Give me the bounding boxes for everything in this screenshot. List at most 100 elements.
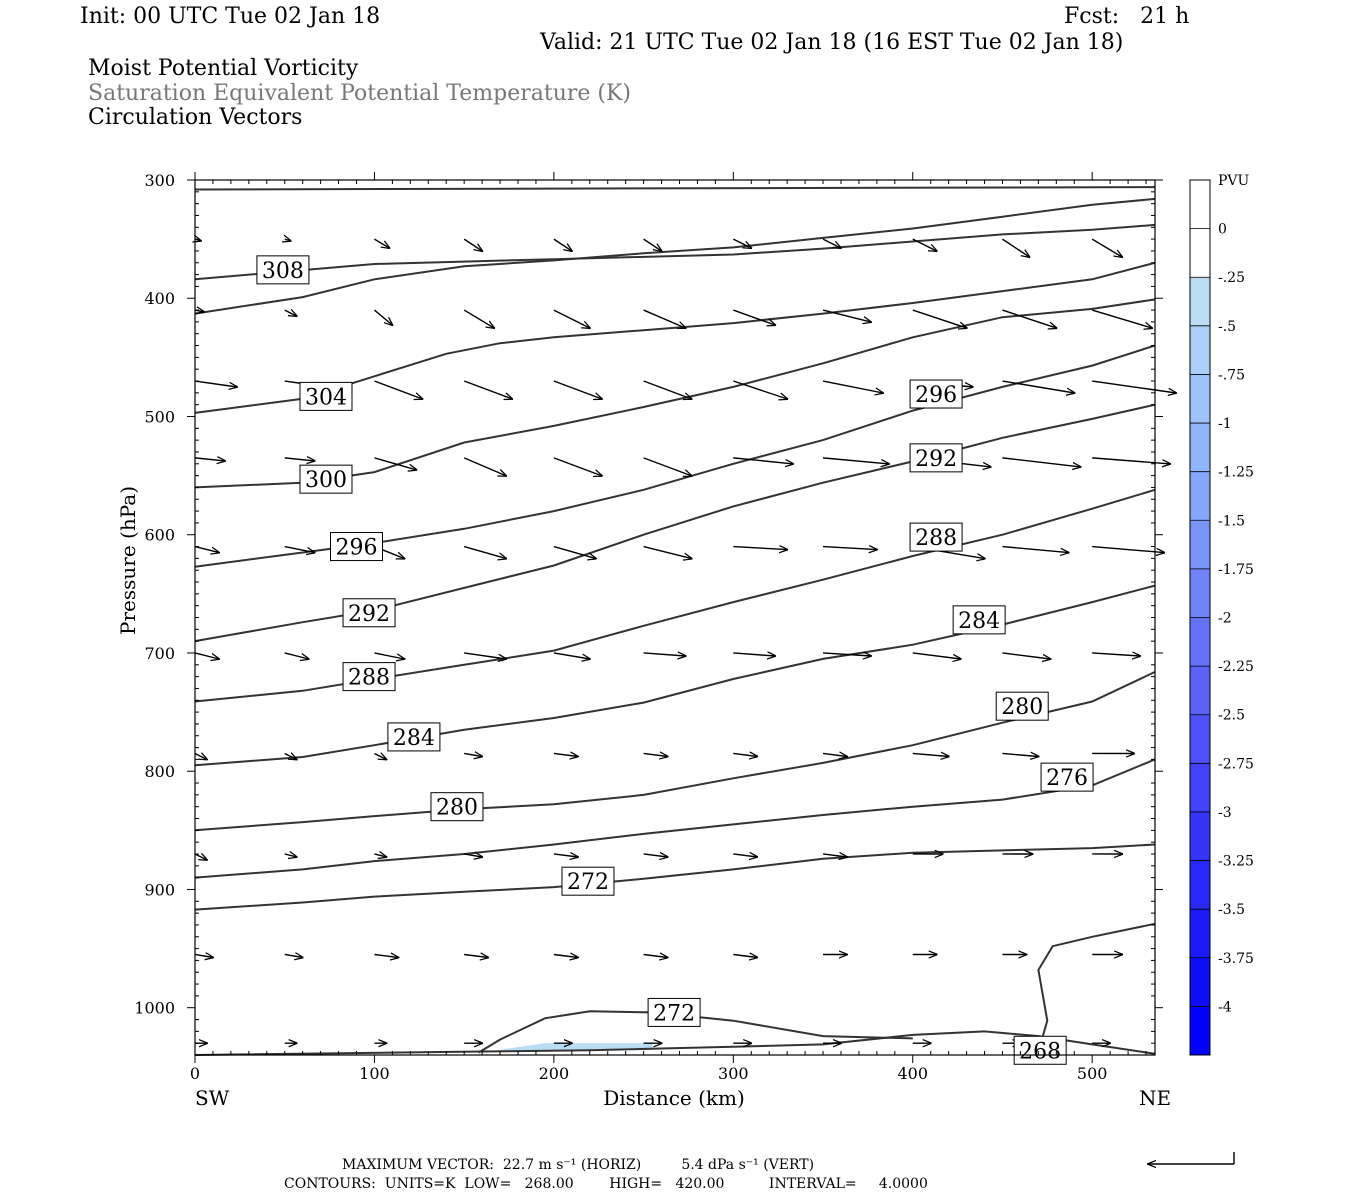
contour-label-extra-0-box [430, 792, 484, 822]
x-axis-label: Distance (km) [603, 1086, 745, 1110]
contour-label-10: 288 [915, 526, 957, 551]
colorbar-segment [1190, 325, 1210, 375]
circulation-vector [733, 457, 793, 464]
theta-es-contour-7 [194, 488, 1156, 703]
circulation-vector [733, 954, 757, 957]
y-tick-label: 500 [144, 407, 175, 426]
circulation-vector [643, 653, 686, 656]
x-tick-label: 300 [718, 1064, 749, 1083]
circulation-vector [912, 652, 961, 659]
colorbar-label: -2 [1218, 611, 1232, 627]
circulation-vector [1092, 653, 1140, 656]
circulation-vector [643, 238, 662, 251]
contour-label-extra-4: 272 [653, 1001, 695, 1026]
circulation-vector [643, 954, 668, 957]
circulation-vector [912, 238, 937, 251]
theta-es-contour-3 [194, 261, 1156, 414]
circulation-vector [284, 753, 297, 759]
x-end-label-ne: NE [1139, 1086, 1171, 1110]
theta-es-contour-10 [194, 758, 1156, 879]
circulation-vector [464, 753, 482, 756]
x-tick-label: 100 [359, 1064, 390, 1083]
x-end-label-sw: SW [195, 1086, 230, 1110]
contour-label-4-box [299, 464, 353, 494]
contour-label-9: 288 [348, 666, 390, 691]
circulation-vector [822, 653, 871, 656]
theta-es-contour-0 [194, 186, 1156, 191]
circulation-vector [643, 854, 668, 857]
field-title-mpv: Moist Potential Vorticity [88, 56, 359, 81]
contour-label-9-box [342, 662, 396, 692]
circulation-vector [733, 753, 757, 756]
contour-label-12: 284 [958, 609, 1000, 634]
colorbar-segment [1190, 763, 1210, 813]
colorbar-label: -2.5 [1218, 708, 1245, 724]
contour-label-extra-3-box [561, 866, 615, 896]
y-tick-label: 900 [144, 880, 175, 899]
circulation-vector [285, 239, 291, 241]
circulation-vector [374, 854, 386, 857]
circulation-vector [912, 753, 949, 756]
colorbar-label: -.25 [1218, 270, 1245, 286]
colorbar-segment [1190, 860, 1210, 910]
contour-label-3-box [299, 381, 353, 411]
circulation-vector [463, 380, 512, 399]
y-tick-label: 700 [144, 644, 175, 663]
colorbar-segment [1190, 1006, 1210, 1056]
colorbar-label: -3.75 [1218, 951, 1254, 967]
contour-label-8-box [909, 443, 963, 473]
circulation-vector [1002, 545, 1068, 553]
circulation-vector [822, 238, 841, 248]
y-tick-label: 300 [144, 171, 175, 190]
contour-label-12-box [952, 605, 1006, 635]
colorbar-label: -3.25 [1218, 854, 1254, 870]
field-title-theta-es: Saturation Equivalent Potential Temperat… [88, 81, 631, 106]
circulation-vector [463, 457, 506, 476]
circulation-vector [553, 753, 578, 756]
contour-label-extra-1-box [995, 691, 1049, 721]
x-tick-label: 400 [897, 1064, 928, 1083]
colorbar-segment [1190, 423, 1210, 473]
circulation-vector [553, 652, 590, 659]
circulation-vector [284, 652, 309, 659]
circulation-vector [553, 457, 602, 476]
x-tick-label: 500 [1077, 1064, 1108, 1083]
colorbar-unit: PVU [1218, 173, 1250, 189]
colorbar-label: -4 [1218, 999, 1232, 1015]
contour-label-11-box [387, 722, 441, 752]
colorbar-segment [1190, 374, 1210, 424]
circulation-vector [194, 753, 207, 759]
theta-es-contour-13 [477, 1010, 913, 1054]
contour-label-extra-2: 276 [1046, 766, 1088, 791]
contour-label-5: 296 [335, 536, 377, 561]
contour-label-6-box [909, 379, 963, 409]
circulation-vector [373, 309, 392, 325]
circulation-vector [374, 457, 416, 470]
circulation-vector [194, 545, 219, 553]
circulation-vector [553, 238, 572, 251]
y-tick-label: 800 [144, 762, 175, 781]
circulation-vector [463, 545, 506, 559]
circulation-vector [553, 854, 578, 857]
circulation-vector [464, 954, 488, 957]
colorbar-segment [1190, 714, 1210, 764]
x-tick-label: 0 [190, 1064, 200, 1083]
circulation-vector [374, 652, 404, 659]
colorbar-label: -1 [1218, 416, 1232, 432]
circulation-vector [1092, 457, 1170, 464]
colorbar-label: -3 [1218, 805, 1232, 821]
colorbar-segment [1190, 471, 1210, 521]
colorbar-label: -1.75 [1218, 562, 1254, 578]
circulation-vector [1002, 457, 1080, 467]
circulation-vector [643, 457, 692, 476]
x-tick-label: 200 [539, 1064, 570, 1083]
colorbar-segment [1190, 277, 1210, 327]
circulation-vector [284, 310, 297, 316]
circulation-vector [912, 309, 967, 328]
colorbar-label: -1.25 [1218, 465, 1254, 481]
circulation-vector [1092, 545, 1164, 553]
y-tick-label: 400 [144, 289, 175, 308]
theta-es-contour-2 [194, 197, 1156, 315]
circulation-vector [1092, 380, 1176, 393]
